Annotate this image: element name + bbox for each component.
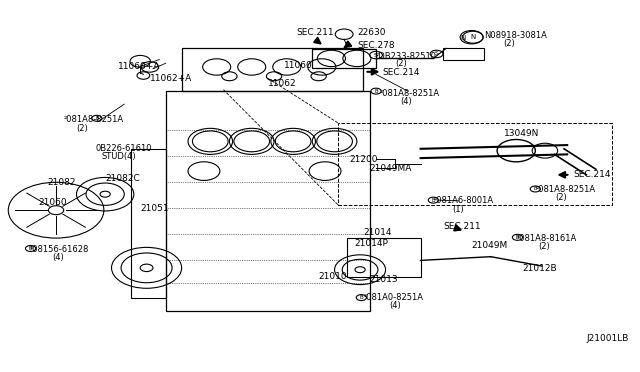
Text: (2): (2) bbox=[538, 242, 550, 251]
Text: (4): (4) bbox=[388, 301, 401, 310]
Text: (2): (2) bbox=[556, 193, 568, 202]
Text: B: B bbox=[431, 198, 435, 203]
Text: ²081A6-8001A: ²081A6-8001A bbox=[433, 196, 493, 205]
Text: (4): (4) bbox=[52, 253, 64, 262]
Text: B: B bbox=[516, 235, 519, 240]
Text: N: N bbox=[470, 34, 476, 40]
Text: ²081A8-8251A: ²081A8-8251A bbox=[535, 185, 595, 194]
Circle shape bbox=[530, 186, 540, 192]
Text: 21014P: 21014P bbox=[355, 239, 388, 248]
Circle shape bbox=[428, 197, 438, 203]
Text: (4): (4) bbox=[400, 97, 412, 106]
Circle shape bbox=[356, 295, 367, 301]
Text: 21200: 21200 bbox=[349, 155, 378, 164]
Text: SEC.278: SEC.278 bbox=[357, 41, 394, 50]
Text: 21051: 21051 bbox=[140, 204, 169, 213]
Text: 11062+A: 11062+A bbox=[150, 74, 192, 83]
Text: B: B bbox=[95, 116, 99, 121]
Text: (2): (2) bbox=[395, 60, 407, 68]
Text: ²081A0-8251A: ²081A0-8251A bbox=[364, 293, 423, 302]
Text: (2): (2) bbox=[504, 39, 515, 48]
Text: 21010: 21010 bbox=[319, 272, 348, 280]
Text: N: N bbox=[460, 35, 465, 41]
Text: 11062: 11062 bbox=[268, 79, 296, 88]
Text: ²DB233-82510: ²DB233-82510 bbox=[376, 52, 437, 61]
Text: J21001LB: J21001LB bbox=[586, 334, 628, 343]
Circle shape bbox=[513, 234, 523, 240]
Circle shape bbox=[26, 246, 36, 251]
Text: SEC.214: SEC.214 bbox=[573, 170, 611, 179]
Text: ²08156-61628: ²08156-61628 bbox=[29, 245, 89, 254]
Text: 11060+A: 11060+A bbox=[118, 62, 160, 71]
Text: 21012B: 21012B bbox=[523, 264, 557, 273]
Text: SEC.211: SEC.211 bbox=[443, 222, 481, 231]
Text: 11060: 11060 bbox=[284, 61, 312, 70]
Text: S: S bbox=[374, 52, 378, 58]
Text: (1): (1) bbox=[452, 205, 464, 214]
Text: 21082: 21082 bbox=[48, 178, 76, 187]
Text: ²081A8-8161A: ²081A8-8161A bbox=[516, 234, 577, 243]
Text: SEC.211: SEC.211 bbox=[296, 28, 334, 37]
Text: 13049N: 13049N bbox=[504, 129, 539, 138]
Text: B: B bbox=[360, 295, 363, 300]
Text: S: S bbox=[435, 51, 438, 57]
Text: 21014: 21014 bbox=[364, 228, 392, 237]
Text: STUD(4): STUD(4) bbox=[102, 153, 136, 161]
Text: 21049MA: 21049MA bbox=[370, 164, 412, 173]
Text: N08918-3081A: N08918-3081A bbox=[484, 31, 547, 40]
Text: ²081A8-8251A: ²081A8-8251A bbox=[379, 89, 439, 97]
Text: 0B226-61610: 0B226-61610 bbox=[95, 144, 152, 153]
Text: 21060: 21060 bbox=[38, 198, 67, 207]
Text: 22630: 22630 bbox=[357, 28, 385, 37]
Text: (2): (2) bbox=[76, 124, 88, 133]
Text: ²081A8-8251A: ²081A8-8251A bbox=[64, 115, 124, 124]
Text: B: B bbox=[29, 246, 33, 251]
Text: B: B bbox=[534, 186, 537, 192]
Text: SEC.214: SEC.214 bbox=[382, 68, 420, 77]
Text: 21049M: 21049M bbox=[472, 241, 508, 250]
Text: B: B bbox=[374, 89, 378, 94]
Text: 21082C: 21082C bbox=[105, 174, 140, 183]
Circle shape bbox=[371, 88, 381, 94]
Circle shape bbox=[92, 115, 102, 121]
Text: 21013: 21013 bbox=[370, 275, 398, 284]
